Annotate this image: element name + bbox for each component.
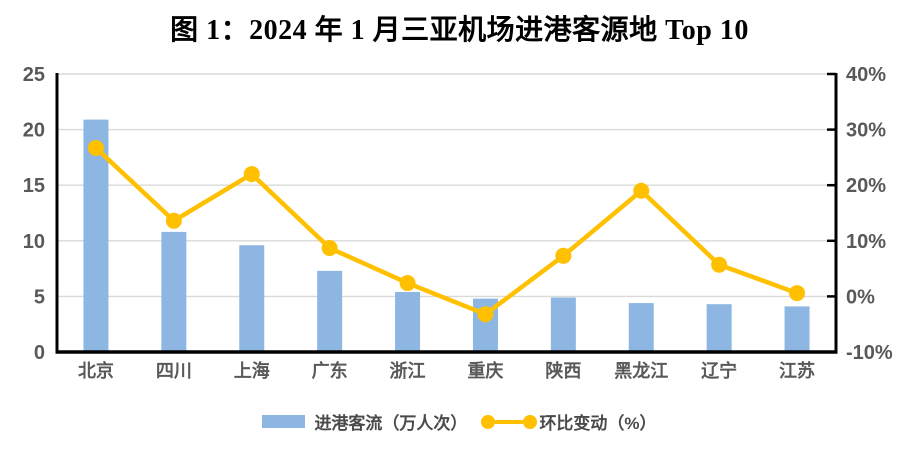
right-axis-label-30%: 30% [846,120,886,142]
left-axis-label-15: 15 [23,175,45,197]
legend-label-bar-series: 进港客流（万人次） [314,414,468,433]
category-label-四川: 四川 [156,361,192,381]
left-axis-label-20: 20 [23,120,45,142]
bar-广东[interactable] [317,270,343,352]
bar-四川[interactable] [161,231,187,352]
bar-浙江[interactable] [395,291,421,352]
category-label-江苏: 江苏 [779,360,815,381]
line-point-辽宁[interactable] [711,256,728,273]
bar-陕西[interactable] [550,297,576,352]
category-label-上海: 上海 [234,360,270,381]
category-label-辽宁: 辽宁 [701,360,737,381]
right-axis-label-10%: 10% [846,231,886,253]
right-axis-label-40%: 40% [846,64,886,86]
chart-title: 图 1：2024 年 1 月三亚机场进港客源地 Top 10 [170,15,749,46]
line-point-江苏[interactable] [789,285,806,302]
line-series-swatch-icon [481,414,538,429]
line-point-黑龙江[interactable] [633,182,650,199]
bar-上海[interactable] [239,245,265,352]
left-axis-label-5: 5 [34,286,45,308]
bar-江苏[interactable] [784,306,810,352]
bar-series-swatch-icon [262,415,306,428]
line-point-北京[interactable] [87,139,104,156]
line-point-重庆[interactable] [477,306,494,323]
legend-label-line-series: 环比变动（%） [539,414,657,433]
line-point-四川[interactable] [165,212,182,229]
left-axis-label-0: 0 [34,342,45,364]
line-series [93,145,800,317]
chart-legend: 进港客流（万人次） 环比变动（%） [0,409,919,434]
line-point-浙江[interactable] [399,275,416,292]
right-axis-label-0%: 0% [846,286,875,308]
left-axis-label-10: 10 [23,231,45,253]
bar-黑龙江[interactable] [628,303,654,352]
line-point-广东[interactable] [321,240,338,257]
category-label-北京: 北京 [78,360,114,381]
right-axis-label--10%: -10% [846,342,893,364]
category-label-广东: 广东 [312,360,348,381]
left-axis-label-25: 25 [23,64,45,86]
category-label-重庆: 重庆 [467,360,503,381]
bar-辽宁[interactable] [706,304,732,352]
category-label-浙江: 浙江 [390,360,426,381]
right-axis-label-20%: 20% [846,175,886,197]
category-label-陕西: 陕西 [545,360,581,381]
legend-item-line-series[interactable]: 环比变动（%） [481,409,657,434]
line-point-上海[interactable] [243,166,260,183]
category-label-黑龙江: 黑龙江 [614,360,668,381]
line-point-陕西[interactable] [555,247,572,264]
legend-item-bar-series[interactable]: 进港客流（万人次） [262,409,467,434]
